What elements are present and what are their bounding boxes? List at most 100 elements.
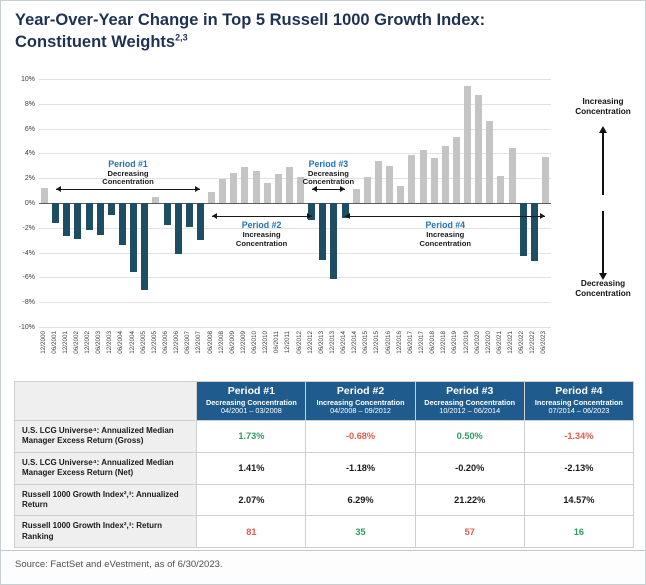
- period-header-dates: 04/2008 – 09/2012: [330, 406, 391, 416]
- x-axis-label: 12/2013: [328, 331, 336, 354]
- x-axis-label: 06/2012: [295, 331, 303, 354]
- y-axis-label: 10%: [20, 76, 35, 83]
- period-header-dates: 10/2012 – 06/2014: [439, 406, 501, 416]
- period-header-subtitle: Decreasing Concentration: [424, 397, 516, 407]
- period-arrow: [311, 186, 346, 192]
- x-axis-label: 06/2011: [273, 331, 281, 354]
- period-name: Period #2: [241, 220, 282, 230]
- value-cell: 0.50%: [414, 420, 525, 453]
- bar: [475, 95, 483, 203]
- bar: [363, 176, 371, 203]
- title-footnote-markers: 2,3: [175, 32, 188, 43]
- concentration-legend: Increasing Concentration Decreasing Conc…: [565, 79, 641, 327]
- bar: [430, 158, 438, 203]
- x-axis-label: 06/2004: [117, 331, 125, 354]
- gridline: [39, 327, 551, 328]
- period-annotation: Period #4 Increasing Concentration: [397, 220, 493, 248]
- bar: [152, 196, 160, 203]
- table-head-row: Period #1 Decreasing Concentration 04/2001…: [13, 380, 635, 422]
- value-cell: -0.20%: [414, 451, 525, 485]
- value-cell: 1.41%: [196, 451, 307, 485]
- title-line2: Constituent Weights: [15, 32, 176, 51]
- table-row: U.S. LCG Universe⁴: Annualized Median Ma…: [13, 451, 635, 485]
- period-header-title: Period #2: [336, 385, 385, 397]
- bar: [452, 137, 460, 203]
- period-header: Period #1 Decreasing Concentration 04/2001…: [196, 380, 307, 422]
- x-axis-label: 12/2019: [462, 331, 470, 354]
- period-header-dates: 07/2014 – 06/2023: [548, 406, 610, 416]
- x-axis-label: 12/2009: [239, 331, 247, 354]
- source-note: Source: FactSet and eVestment, as of 6/3…: [1, 550, 645, 584]
- bar: [263, 183, 271, 203]
- table-body: U.S. LCG Universe⁴: Annualized Median Ma…: [13, 420, 635, 549]
- x-axis-label: 06/2019: [451, 331, 459, 354]
- x-axis-label: 12/2021: [507, 331, 515, 354]
- bar: [497, 175, 505, 203]
- y-axis-label: -6%: [22, 274, 35, 282]
- value-cell: 6.29%: [305, 483, 416, 517]
- x-axis-label: 12/2010: [262, 331, 270, 354]
- down-arrow-icon: [598, 211, 607, 280]
- gridline: [39, 178, 551, 180]
- x-axis: 12/2000 06/2001 12/2001 06/2002 12/2002 06/20…: [39, 329, 551, 379]
- bar: [74, 203, 82, 239]
- x-axis-label: 12/2012: [306, 331, 314, 354]
- bar: [107, 203, 115, 216]
- period-arrow: [55, 186, 201, 192]
- x-axis-label: 06/2009: [228, 331, 236, 354]
- row-label: Russell 1000 Growth Index²,³: Annualized…: [13, 483, 198, 517]
- bar: [85, 203, 93, 231]
- bar: [285, 167, 293, 203]
- gridline: [39, 227, 551, 229]
- y-axis-label: -2%: [22, 224, 35, 232]
- x-axis-label: 06/2013: [317, 331, 325, 354]
- period-annotation: Period #2 Increasing Concentration: [214, 220, 310, 248]
- y-axis-label: 0%: [24, 200, 35, 207]
- x-axis-label: 06/2001: [50, 331, 58, 354]
- period-description: Decreasing Concentration: [302, 168, 355, 187]
- period-header: Period #3 Decreasing Concentration 10/2012…: [414, 380, 525, 422]
- bar: [352, 189, 360, 203]
- y-axis-label: -4%: [22, 249, 35, 257]
- value-cell: 14.57%: [523, 483, 635, 517]
- x-axis-label: 12/2001: [61, 331, 69, 354]
- chart: -10% -8% -6% -4% -2% 0% 2% 4% 6% 8% 10% Period #1 D…: [9, 76, 641, 379]
- bar: [397, 185, 405, 203]
- x-axis-label: 12/2002: [84, 331, 92, 354]
- period-description: Decreasing Concentration: [102, 168, 154, 187]
- x-axis-label: 12/2020: [484, 331, 492, 354]
- value-cell: 35: [305, 515, 416, 549]
- x-axis-label: 06/2003: [95, 331, 103, 354]
- x-axis-label: 06/2017: [406, 331, 414, 354]
- title-line1: Year-Over-Year Change in Top 5 Russell 1…: [15, 11, 486, 29]
- x-axis-label: 06/2008: [206, 331, 214, 354]
- period-annotation: Period #3 Decreasing Concentration: [280, 147, 376, 187]
- gridline: [39, 128, 551, 130]
- period-arrow: [345, 213, 546, 219]
- value-cell: 21.22%: [414, 483, 525, 517]
- period-name: Period #1: [108, 158, 148, 169]
- bar: [341, 203, 349, 218]
- y-axis-label: 6%: [24, 125, 35, 133]
- bar: [185, 203, 193, 227]
- y-axis-label: -8%: [22, 299, 35, 307]
- x-axis-label: 06/2022: [518, 331, 526, 354]
- period-header-title: Period #1: [227, 385, 275, 397]
- page-title: Year-Over-Year Change in Top 5 Russell 1…: [15, 10, 485, 54]
- bar: [241, 167, 249, 203]
- bar: [63, 203, 71, 237]
- period-header-dates: 04/2001 – 03/2008: [220, 406, 282, 416]
- up-arrow-icon: [598, 126, 607, 195]
- period-arrow: [211, 213, 312, 219]
- x-axis-label: 06/2023: [540, 331, 548, 354]
- value-cell: -1.18%: [305, 451, 416, 485]
- period-header-subtitle: Increasing Concentration: [316, 397, 405, 407]
- period-description: Increasing Concentration: [235, 230, 288, 248]
- bar: [52, 203, 60, 223]
- value-cell: -2.13%: [523, 451, 635, 485]
- bar: [230, 173, 238, 203]
- bar: [486, 121, 494, 203]
- x-axis-label: 12/2004: [128, 331, 136, 354]
- value-cell: -1.34%: [523, 420, 635, 453]
